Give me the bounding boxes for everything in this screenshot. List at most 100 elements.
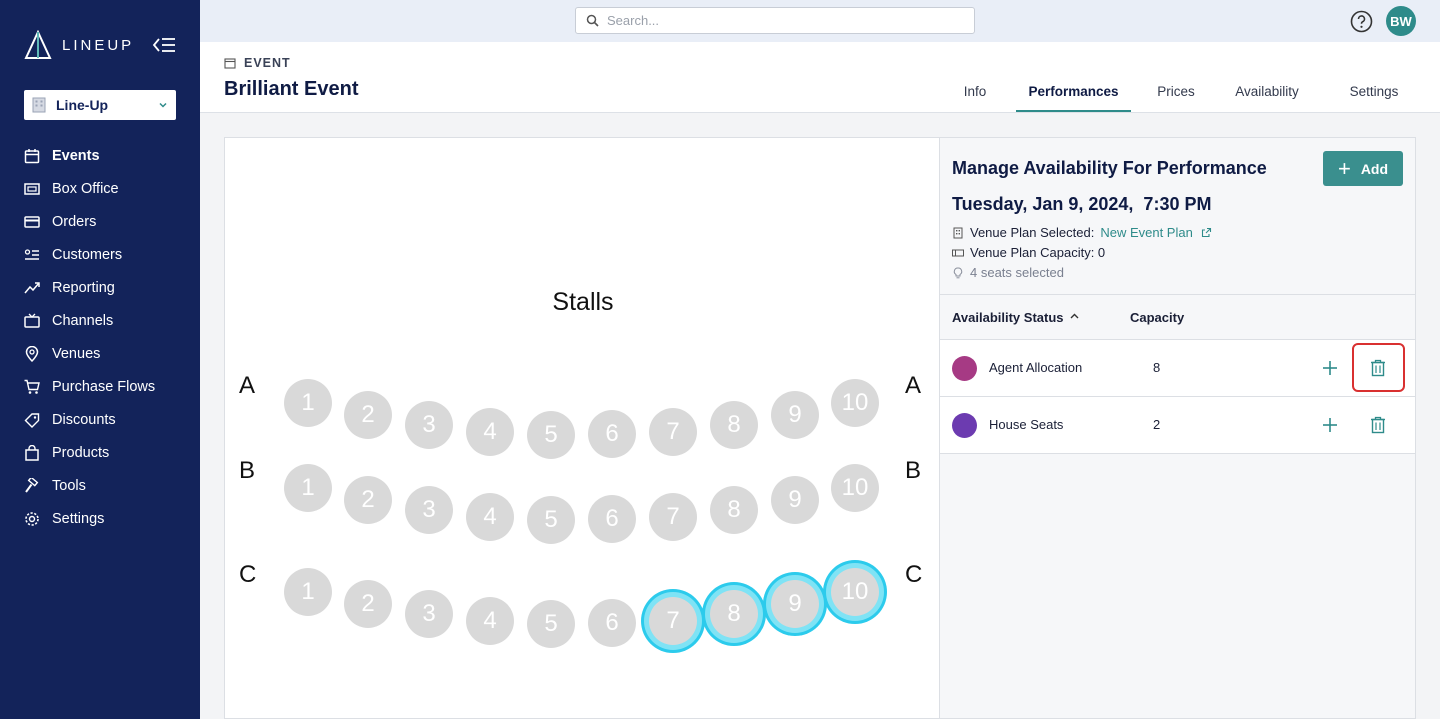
column-header-status[interactable]: Availability Status [952, 310, 1064, 325]
sidebar-item-settings[interactable]: Settings [0, 502, 200, 535]
sidebar-item-label: Products [52, 444, 110, 461]
capacity-label: Venue Plan Capacity: 0 [970, 245, 1106, 260]
venue-plan-link[interactable]: New Event Plan [1100, 225, 1193, 240]
customers-list-icon [24, 247, 40, 263]
sidebar-item-events[interactable]: Events [0, 139, 200, 172]
seat-B4[interactable]: 4 [466, 493, 514, 541]
seat-B5[interactable]: 5 [527, 496, 575, 544]
search-box[interactable] [575, 7, 975, 34]
sort-ascending-icon[interactable] [1069, 311, 1080, 322]
status-name: House Seats [989, 417, 1064, 432]
seat-C4[interactable]: 4 [466, 597, 514, 645]
seat-B6[interactable]: 6 [588, 495, 636, 543]
seat-A3[interactable]: 3 [405, 401, 453, 449]
lineup-logo[interactable]: LINEUP [24, 30, 134, 60]
trash-icon[interactable] [1370, 359, 1386, 377]
sidebar-item-discounts[interactable]: Discounts [0, 403, 200, 436]
tab-settings[interactable]: Settings [1349, 84, 1399, 99]
seat-C9[interactable]: 9 [771, 580, 819, 628]
tab-performances[interactable]: Performances [1016, 78, 1131, 112]
seat-A4[interactable]: 4 [466, 408, 514, 456]
seat-A10[interactable]: 10 [831, 379, 879, 427]
collapse-sidebar-icon[interactable] [152, 36, 176, 54]
seat-B3[interactable]: 3 [405, 486, 453, 534]
lightbulb-icon [953, 267, 963, 278]
sidebar-item-label: Customers [52, 246, 123, 263]
calendar-icon [224, 58, 236, 69]
seat-C6[interactable]: 6 [588, 599, 636, 647]
add-seats-icon[interactable] [1321, 359, 1339, 377]
sidebar-item-customers[interactable]: Customers [0, 238, 200, 271]
sidebar-item-label: Box Office [52, 180, 119, 197]
sidebar-item-tools[interactable]: Tools [0, 469, 200, 502]
seat-A2[interactable]: 2 [344, 391, 392, 439]
availability-panel-header: Manage Availability For Performance + Ad… [940, 138, 1415, 295]
page-kicker-label: EVENT [244, 56, 291, 70]
sidebar-item-channels[interactable]: Channels [0, 304, 200, 337]
seat-A5[interactable]: 5 [527, 411, 575, 459]
seat-C10[interactable]: 10 [831, 568, 879, 616]
venue-plan-label: Venue Plan Selected: [970, 225, 1095, 240]
help-icon[interactable] [1350, 10, 1373, 33]
seat-C8[interactable]: 8 [710, 590, 758, 638]
seat-B2[interactable]: 2 [344, 476, 392, 524]
seat-C5[interactable]: 5 [527, 600, 575, 648]
page-tabs: Info Performances Prices Availability Se… [950, 78, 1409, 112]
add-seats-icon[interactable] [1321, 416, 1339, 434]
tag-icon [24, 412, 40, 428]
sidebar: LINEUP Line-Up Events Box Office Orders [0, 0, 200, 719]
organization-select[interactable]: Line-Up [24, 90, 176, 120]
trash-icon[interactable] [1370, 416, 1386, 434]
lineup-logo-icon [24, 30, 52, 59]
sidebar-item-label: Reporting [52, 279, 115, 296]
status-color-dot [952, 413, 977, 438]
sidebar-item-purchase-flows[interactable]: Purchase Flows [0, 370, 200, 403]
row-label-left: B [239, 457, 256, 484]
row-label-right: A [905, 372, 922, 399]
sidebar-item-orders[interactable]: Orders [0, 205, 200, 238]
logo-text: LINEUP [62, 36, 135, 54]
table-row: Agent Allocation 8 [940, 340, 1415, 397]
sidebar-item-label: Tools [52, 477, 86, 494]
sidebar-item-products[interactable]: Products [0, 436, 200, 469]
seat-A9[interactable]: 9 [771, 391, 819, 439]
seats-selected-label: 4 seats selected [970, 265, 1064, 280]
seat-B8[interactable]: 8 [710, 486, 758, 534]
location-pin-icon [24, 345, 40, 362]
external-link-icon[interactable] [1201, 227, 1212, 238]
building-icon [32, 97, 46, 113]
sidebar-item-label: Settings [52, 510, 105, 527]
seat-C2[interactable]: 2 [344, 580, 392, 628]
sidebar-item-reporting[interactable]: Reporting [0, 271, 200, 304]
row-label-right: B [905, 457, 922, 484]
sidebar-item-label: Purchase Flows [52, 378, 156, 395]
tab-availability[interactable]: Availability [1235, 84, 1299, 99]
seat-A1[interactable]: 1 [284, 379, 332, 427]
seat-C7[interactable]: 7 [649, 597, 697, 645]
sidebar-item-box-office[interactable]: Box Office [0, 172, 200, 205]
seat-A6[interactable]: 6 [588, 410, 636, 458]
tab-info[interactable]: Info [963, 84, 987, 99]
add-button[interactable]: + Add [1323, 151, 1403, 186]
seat-C3[interactable]: 3 [405, 590, 453, 638]
seat-B9[interactable]: 9 [771, 476, 819, 524]
seat-A7[interactable]: 7 [649, 408, 697, 456]
tab-prices[interactable]: Prices [1157, 84, 1195, 99]
box-office-icon [24, 181, 40, 197]
seat-B10[interactable]: 10 [831, 464, 879, 512]
row-label-right: C [905, 561, 923, 588]
sidebar-item-venues[interactable]: Venues [0, 337, 200, 370]
avatar[interactable]: BW [1386, 6, 1416, 36]
status-capacity: 2 [1153, 417, 1161, 432]
sidebar-item-label: Channels [52, 312, 114, 329]
seat-B7[interactable]: 7 [649, 493, 697, 541]
tv-icon [24, 313, 40, 329]
seat-A8[interactable]: 8 [710, 401, 758, 449]
sidebar-item-label: Discounts [52, 411, 116, 428]
seat-B1[interactable]: 1 [284, 464, 332, 512]
status-name: Agent Allocation [989, 360, 1083, 375]
seat-C1[interactable]: 1 [284, 568, 332, 616]
panel-title: Manage Availability For Performance [952, 158, 1267, 178]
building-icon [953, 227, 963, 238]
search-input[interactable] [607, 13, 947, 28]
